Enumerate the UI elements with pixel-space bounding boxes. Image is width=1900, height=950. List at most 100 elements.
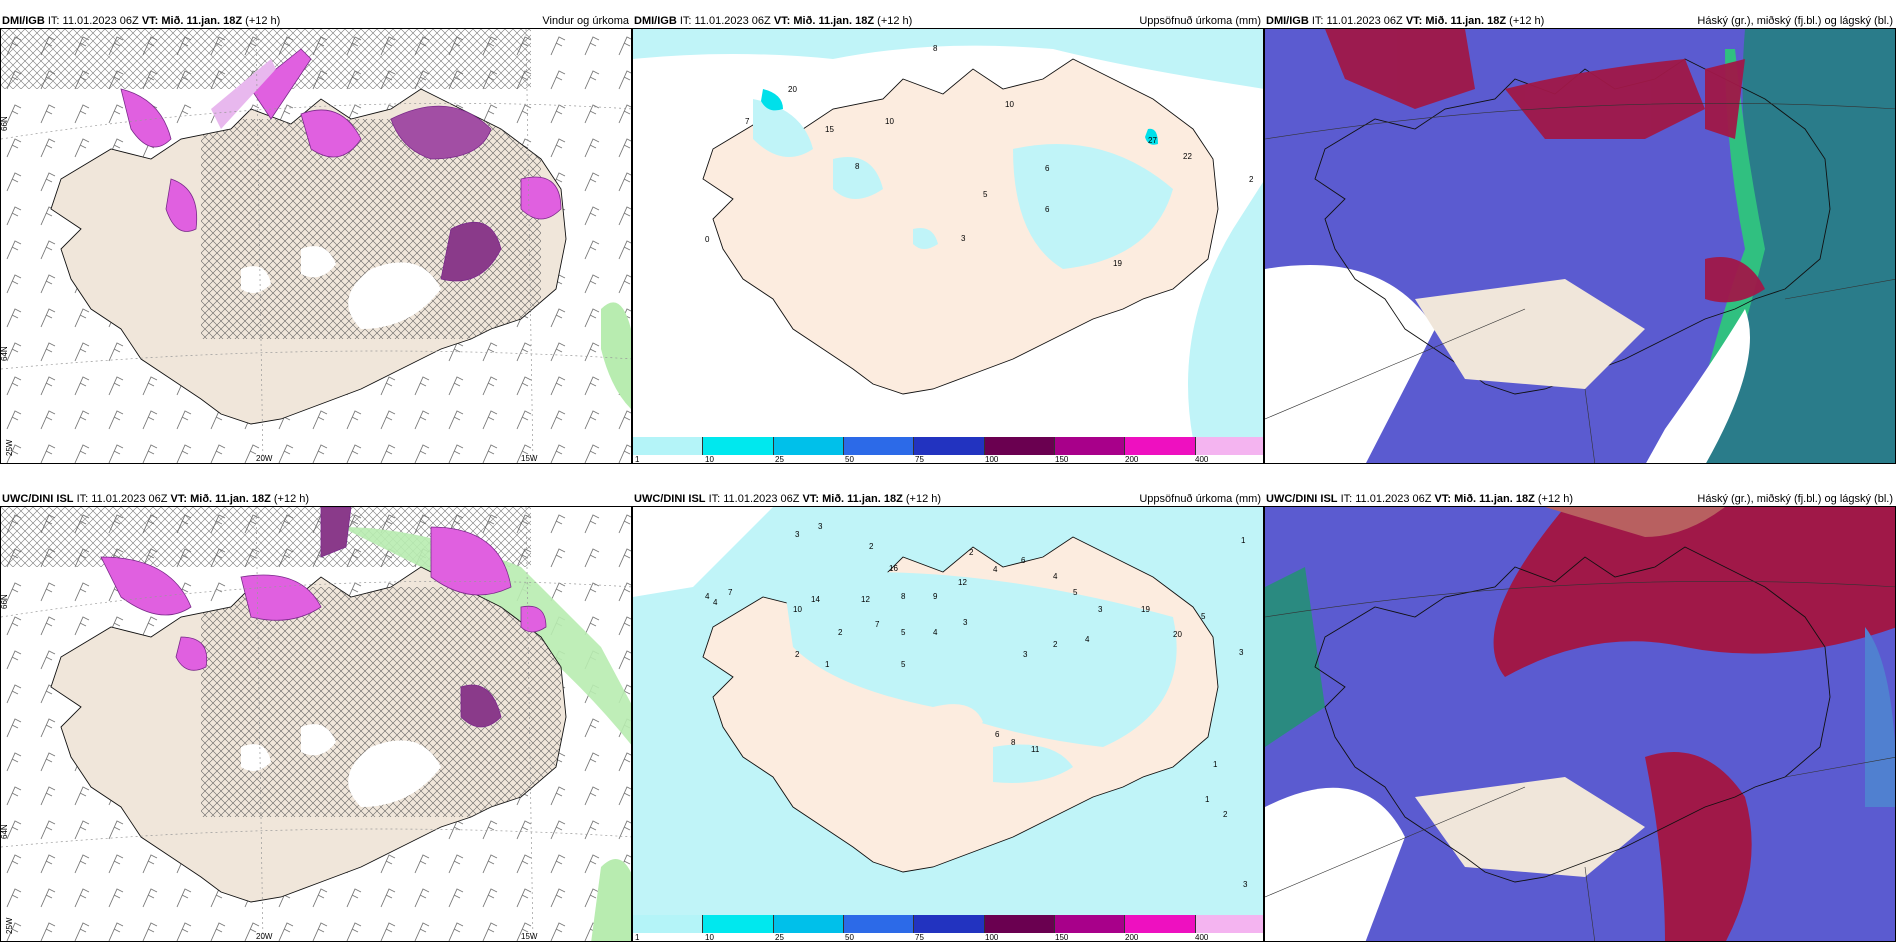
land-visible-area bbox=[1415, 279, 1645, 389]
colorbar-tick: 50 bbox=[845, 933, 854, 942]
map-accum-precip: 3 3 2 2 1 4 4 7 10 14 12 16 8 9 12 4 6 4… bbox=[633, 507, 1263, 917]
colorbar-segment bbox=[1195, 437, 1263, 455]
precip-land-areas bbox=[783, 572, 1177, 783]
precip-value: 6 bbox=[1045, 205, 1050, 214]
precip-value: 2 bbox=[1223, 810, 1228, 819]
precip-value: 3 bbox=[961, 234, 966, 243]
valid-time: Mið. 11.jan. 18Z bbox=[1425, 15, 1507, 27]
lon-label-25: 25W bbox=[5, 439, 14, 456]
vt-label: VT: bbox=[773, 15, 791, 27]
precip-value: 3 bbox=[1098, 605, 1103, 614]
precip-value: 20 bbox=[1173, 630, 1182, 639]
lat-lon-grid bbox=[1265, 581, 1895, 941]
colorbar-tick: 200 bbox=[1125, 933, 1139, 942]
lon-label-20: 20W bbox=[256, 454, 273, 463]
map-panel-accum-precip-uwc: 3 3 2 2 1 4 4 7 10 14 12 16 8 9 12 4 6 4… bbox=[632, 506, 1264, 942]
colorbar-tick: 75 bbox=[915, 933, 924, 942]
colorbar-tick: 400 bbox=[1195, 933, 1209, 942]
colorbar-segment bbox=[984, 915, 1055, 933]
lead-time: (+12 h) bbox=[245, 15, 281, 27]
precip-value: 7 bbox=[745, 117, 750, 126]
map-panel-wind-precip-dmi: 66N 64N 20W 15W 25W bbox=[0, 28, 632, 464]
glacier-vatnajokull bbox=[348, 262, 441, 329]
colorbar-tick: 25 bbox=[775, 933, 784, 942]
precip-value: 9 bbox=[933, 592, 938, 601]
colorbar-segment bbox=[703, 437, 774, 455]
valid-time: Mið. 11.jan. 18Z bbox=[161, 15, 243, 27]
colorbar-tick: 200 bbox=[1125, 455, 1139, 464]
light-precip-sea-se bbox=[591, 859, 631, 941]
init-time: IT: 11.01.2023 06Z bbox=[1311, 15, 1403, 27]
lon-label-15: 15W bbox=[521, 932, 538, 941]
map-accum-precip: 8 10 10 7 20 15 8 27 22 6 5 6 3 0 2 19 bbox=[633, 29, 1263, 439]
precip-value: 2 bbox=[869, 542, 874, 551]
valid-time: Mið. 11.jan. 18Z bbox=[822, 493, 903, 505]
precip-value: 4 bbox=[993, 565, 998, 574]
glacier-hofsjokull bbox=[301, 246, 336, 278]
colorbar-tick: 10 bbox=[705, 933, 714, 942]
lat-lon-grid bbox=[1, 29, 631, 463]
dry-sea-area bbox=[633, 507, 773, 597]
lead-time: (+12 h) bbox=[1509, 15, 1545, 27]
product-title: Háský (gr.), miðský (fj.bl.) og lágský (… bbox=[1697, 493, 1893, 505]
lat-lon-grid bbox=[1265, 103, 1895, 463]
map-panel-clouds-dmi bbox=[1264, 28, 1896, 464]
panel-header: UWC/DINI ISL IT: 11.01.2023 06Z VT: Mið.… bbox=[0, 490, 632, 506]
precip-value: 5 bbox=[1073, 588, 1078, 597]
mid-cloud-edge bbox=[1865, 627, 1895, 807]
precip-value: 12 bbox=[861, 595, 870, 604]
precip-value: 1 bbox=[1213, 760, 1218, 769]
lon-label-20: 20W bbox=[256, 932, 273, 941]
low-cloud-edge bbox=[1685, 49, 1765, 463]
glacier-hofsjokull bbox=[301, 724, 336, 756]
precip-value: 1 bbox=[1241, 536, 1246, 545]
iceland-outline bbox=[1314, 546, 1831, 883]
init-time: IT: 11.01.2023 06Z bbox=[47, 15, 139, 27]
land-visible-area bbox=[1415, 777, 1645, 877]
colorbar-tick: 25 bbox=[775, 455, 784, 464]
precip-value: 11 bbox=[1031, 745, 1040, 754]
glacier-langjokull bbox=[241, 266, 271, 293]
lat-label-66: 66N bbox=[1, 594, 9, 609]
model-name: UWC/DINI ISL bbox=[2, 493, 74, 505]
clear-sky-area bbox=[1646, 309, 1750, 463]
low-cloud-area bbox=[1265, 567, 1325, 747]
colorbar-segment bbox=[633, 437, 704, 455]
precip-value: 4 bbox=[1053, 572, 1058, 581]
precip-value: 19 bbox=[1113, 259, 1122, 268]
precip-value: 10 bbox=[885, 117, 894, 126]
map-clouds bbox=[1265, 29, 1895, 463]
vt-label: VT: bbox=[1434, 493, 1452, 505]
precip-value: 8 bbox=[855, 162, 860, 171]
precip-value: 2 bbox=[1053, 640, 1058, 649]
light-showers bbox=[211, 59, 631, 409]
colorbar-segment bbox=[984, 437, 1055, 455]
valid-time: Mið. 11.jan. 18Z bbox=[1454, 493, 1535, 505]
model-name: DMI/IGB bbox=[2, 15, 45, 27]
shower-areas bbox=[100, 507, 547, 728]
precip-value: 4 bbox=[1085, 635, 1090, 644]
precip-value: 4 bbox=[705, 592, 710, 601]
precip-value: 3 bbox=[1243, 880, 1248, 889]
colorbar-segment bbox=[1054, 437, 1126, 455]
panel-header: UWC/DINI ISL IT: 11.01.2023 06Z VT: Mið.… bbox=[632, 490, 1264, 506]
lon-label-15: 15W bbox=[521, 454, 538, 463]
lon-label-25: 25W bbox=[5, 917, 14, 934]
colorbar-segment bbox=[1125, 915, 1196, 933]
init-time: IT: 11.01.2023 06Z bbox=[76, 493, 168, 505]
lat-label-64: 64N bbox=[1, 346, 9, 361]
precip-value: 7 bbox=[875, 620, 880, 629]
init-time: IT: 11.01.2023 06Z bbox=[708, 493, 800, 505]
precip-value: 2 bbox=[795, 650, 800, 659]
precip-sea-area bbox=[633, 29, 1263, 439]
precip-value: 3 bbox=[1239, 648, 1244, 657]
colorbar-segment bbox=[703, 915, 774, 933]
precip-value: 5 bbox=[901, 660, 906, 669]
init-time: IT: 11.01.2023 06Z bbox=[679, 15, 771, 27]
precip-value: 10 bbox=[1005, 100, 1014, 109]
product-title: Uppsöfnuð úrkoma (mm) bbox=[1139, 15, 1261, 27]
colorbar-segment bbox=[843, 915, 915, 933]
colorbar-segment bbox=[773, 915, 844, 933]
map-wind-precip: 66N 64N 20W 15W 25W bbox=[1, 29, 631, 463]
colorbar-tick: 100 bbox=[985, 455, 999, 464]
